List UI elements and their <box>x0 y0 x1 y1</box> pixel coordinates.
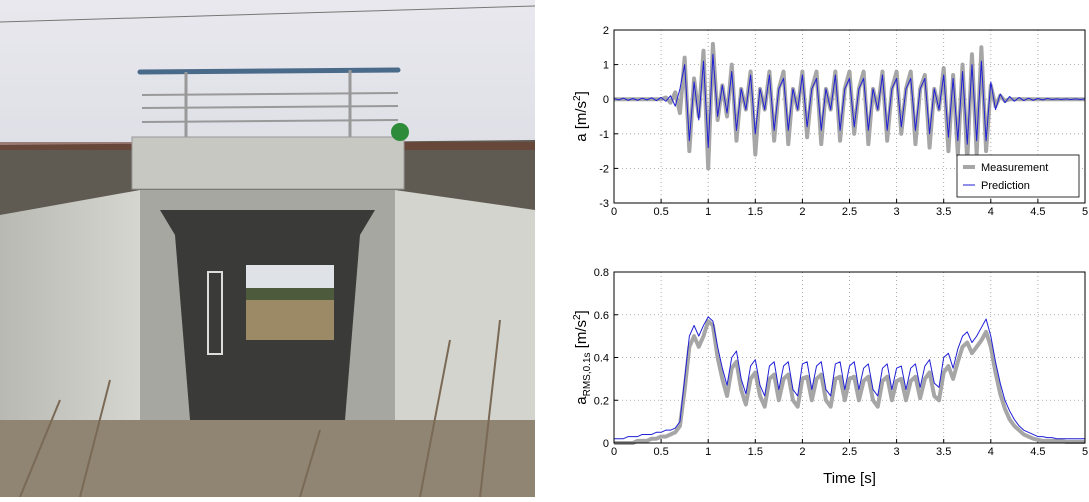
x-tick-label: 0.5 <box>653 446 668 458</box>
y-tick-label: 0 <box>603 438 609 450</box>
legend-label: Prediction <box>981 180 1030 192</box>
legend-label: Measurement <box>981 162 1048 174</box>
y-tick-label: -1 <box>599 129 609 141</box>
x-tick-label: 3.5 <box>936 206 951 218</box>
x-tick-label: 1.5 <box>748 446 763 458</box>
page: 00.511.522.533.544.55-3-2-1012a [m/s2]Me… <box>0 0 1089 497</box>
x-tick-label: 4.5 <box>1030 206 1045 218</box>
x-tick-label: 2 <box>799 206 805 218</box>
x-tick-label: 5 <box>1082 206 1088 218</box>
x-tick-label: 4 <box>988 446 994 458</box>
y-axis-label-part: ] <box>573 310 590 314</box>
x-tick-label: 2.5 <box>842 206 857 218</box>
y-axis-label-part: RMS,0.1s <box>582 352 593 396</box>
x-tick-label: 3 <box>894 206 900 218</box>
y-tick-label: 1 <box>603 60 609 72</box>
y-axis-label: aRMS,0.1s [m/s2] <box>572 310 593 404</box>
y-tick-label: -2 <box>599 163 609 175</box>
x-tick-label: 1.5 <box>748 206 763 218</box>
x-tick-label: 2 <box>799 446 805 458</box>
y-tick-label: 0.2 <box>594 395 609 407</box>
x-tick-label: 0 <box>611 206 617 218</box>
y-axis-label-part: a [m/s <box>573 101 590 142</box>
x-tick-label: 3.5 <box>936 446 951 458</box>
x-axis-label: Time [s] <box>823 470 876 487</box>
x-tick-label: 4 <box>988 206 994 218</box>
y-tick-label: 2 <box>603 25 609 37</box>
x-tick-label: 4.5 <box>1030 446 1045 458</box>
y-axis-label-part: ] <box>573 91 590 95</box>
y-tick-label: 0.6 <box>594 310 609 322</box>
x-tick-label: 2.5 <box>842 446 857 458</box>
x-tick-label: 1 <box>705 446 711 458</box>
x-tick-label: 0 <box>611 446 617 458</box>
y-tick-label: -3 <box>599 198 609 210</box>
y-tick-label: 0.4 <box>594 353 609 365</box>
y-tick-label: 0 <box>603 94 609 106</box>
x-tick-label: 0.5 <box>653 206 668 218</box>
y-axis-label: a [m/s2] <box>572 91 590 142</box>
photo <box>0 0 535 497</box>
x-tick-label: 5 <box>1082 446 1088 458</box>
y-axis-label-part: [m/s <box>573 320 590 353</box>
x-tick-label: 3 <box>894 446 900 458</box>
y-tick-label: 0.8 <box>594 267 609 279</box>
x-tick-label: 1 <box>705 206 711 218</box>
